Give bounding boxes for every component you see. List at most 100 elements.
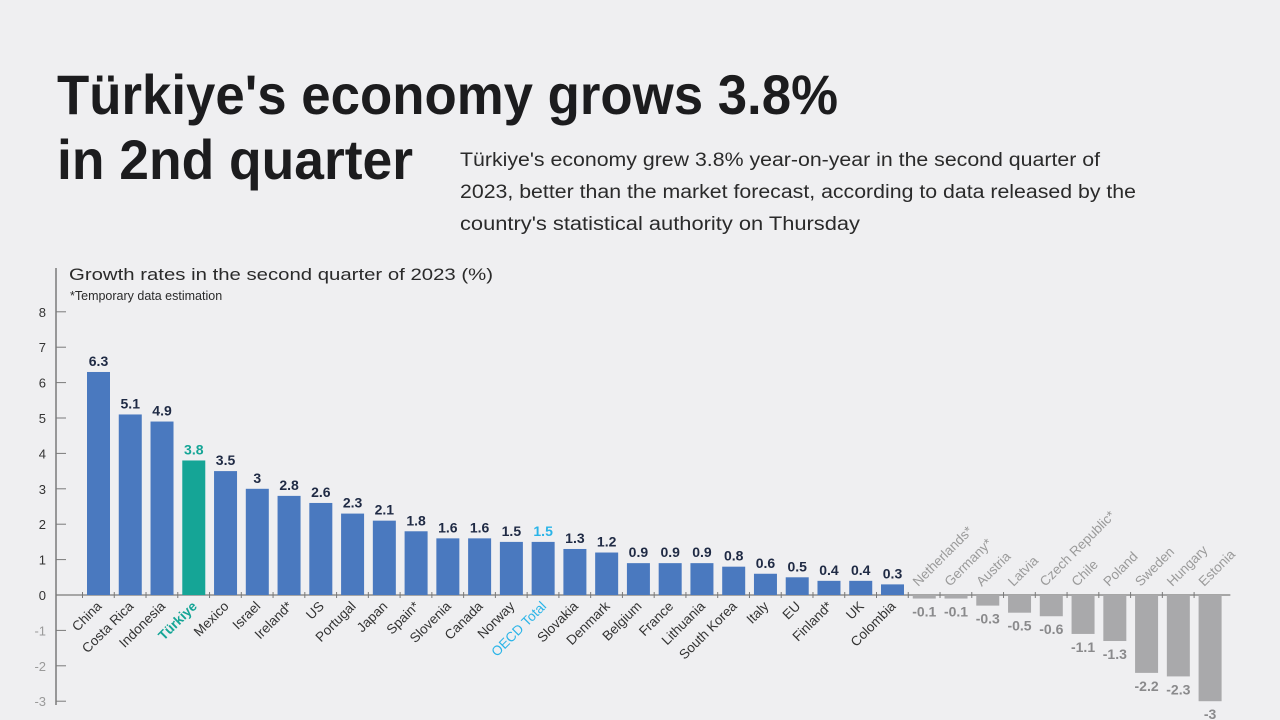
data-label: 1.5 [533, 523, 553, 539]
category-label: Mexico [191, 599, 232, 640]
category-label: US [303, 599, 327, 623]
category-label: UK [843, 599, 867, 623]
data-label: 0.8 [724, 548, 744, 564]
bar [436, 538, 460, 595]
bar [468, 538, 492, 595]
data-label: -0.6 [1039, 621, 1063, 637]
bar [214, 471, 238, 595]
bar [372, 520, 396, 595]
y-tick-label: 7 [39, 340, 46, 355]
data-label: 3.8 [184, 441, 204, 457]
data-label: 3 [253, 470, 261, 486]
category-label: EU [779, 599, 803, 623]
data-label: 0.9 [660, 544, 680, 560]
data-label: 2.1 [375, 502, 395, 518]
bar [87, 371, 110, 595]
y-tick-label: -2 [34, 659, 46, 674]
data-label: 0.3 [883, 565, 903, 581]
bar [1135, 595, 1159, 673]
bar [626, 563, 650, 595]
data-label: 0.4 [819, 562, 839, 578]
data-label: -2.3 [1166, 681, 1190, 697]
data-label: 2.3 [343, 495, 363, 511]
data-label: -1.1 [1071, 639, 1095, 655]
data-label: -1.3 [1103, 646, 1127, 662]
bar [1166, 595, 1190, 677]
bar [1071, 595, 1095, 634]
data-label: 0.9 [692, 544, 712, 560]
data-label: 5.1 [121, 395, 141, 411]
data-label: 3.5 [216, 452, 236, 468]
data-label: 1.6 [470, 519, 490, 535]
y-tick-label: 5 [39, 411, 46, 426]
data-label: 4.9 [152, 403, 172, 419]
data-label: -0.5 [1007, 618, 1031, 634]
chart-title: Growth rates in the second quarter of 20… [69, 265, 493, 284]
bar [341, 513, 365, 595]
bar [849, 580, 873, 595]
bar [658, 563, 682, 595]
subtitle-line-2: 2023, better than the market forecast, a… [460, 182, 1136, 203]
data-label: -0.3 [976, 611, 1000, 627]
data-label: 2.6 [311, 484, 331, 500]
bar [944, 595, 968, 599]
bar [722, 566, 746, 595]
data-label: 0.5 [787, 558, 807, 574]
bar [690, 563, 714, 595]
data-label: 1.5 [502, 523, 522, 539]
bar [277, 495, 301, 595]
bar [404, 531, 428, 595]
bar [595, 552, 619, 595]
y-tick-label: -1 [34, 623, 46, 638]
bar [753, 573, 777, 595]
bar [118, 414, 142, 595]
data-label: 0.9 [629, 544, 649, 560]
bar [881, 584, 904, 595]
data-label: 1.6 [438, 519, 458, 535]
bar [1198, 595, 1222, 702]
data-label: 0.4 [851, 562, 871, 578]
chart-note: *Temporary data estimation [70, 289, 222, 303]
title-line-2: in 2nd quarter [57, 128, 413, 191]
data-label: -0.1 [944, 604, 968, 620]
bar [976, 595, 1000, 606]
bar [785, 577, 809, 595]
data-label: 2.8 [279, 477, 299, 493]
y-tick-label: 6 [39, 376, 46, 391]
title-line-1: Türkiye's economy grows 3.8% [57, 63, 838, 126]
data-label: 1.8 [406, 512, 426, 528]
subtitle-line-1: Türkiye's economy grew 3.8% year-on-year… [460, 150, 1101, 171]
bar [309, 502, 333, 595]
category-label: Japan [354, 599, 391, 636]
data-label: -2.2 [1135, 678, 1159, 694]
y-tick-label: 1 [39, 553, 46, 568]
bar [182, 460, 206, 595]
data-label: -3 [1204, 706, 1217, 720]
data-label: 1.3 [565, 530, 585, 546]
bar [150, 421, 174, 595]
data-label: 1.2 [597, 534, 617, 550]
bar [563, 548, 587, 595]
y-tick-label: 8 [39, 305, 46, 320]
bar [1103, 595, 1127, 642]
data-label: 0.6 [756, 555, 776, 571]
y-tick-label: 4 [39, 446, 46, 461]
bar [499, 541, 523, 595]
y-tick-label: 2 [39, 517, 46, 532]
data-label: 6.3 [89, 353, 109, 369]
y-axis: 8 7 6 5 4 3 2 1 0 -1 -2 -3 [34, 268, 1231, 709]
bar [245, 488, 269, 595]
data-label: -0.1 [912, 604, 936, 620]
y-tick-label: 0 [39, 588, 46, 603]
bar [912, 595, 936, 599]
bar [1039, 595, 1063, 617]
bar [817, 580, 841, 595]
category-label: Poland [1100, 549, 1140, 589]
bar [531, 541, 555, 595]
subtitle-line-3: country's statistical authority on Thurs… [460, 214, 861, 235]
y-tick-label: 3 [39, 482, 46, 497]
category-label: Italy [743, 598, 771, 626]
bar [1008, 595, 1032, 613]
